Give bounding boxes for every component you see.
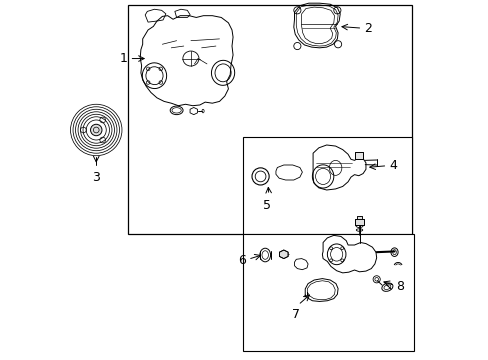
Bar (242, 137, 411, 234)
Text: 4: 4 (388, 159, 396, 172)
Bar (354, 219, 363, 225)
Text: 3: 3 (92, 171, 100, 184)
Text: 5: 5 (263, 199, 271, 212)
Bar (354, 152, 363, 158)
Circle shape (90, 124, 102, 136)
Bar (356, 216, 362, 219)
Bar (242, 234, 413, 351)
Bar (354, 219, 363, 225)
Bar (128, 5, 411, 234)
Bar (354, 152, 363, 158)
Text: 2: 2 (364, 22, 371, 35)
Text: 7: 7 (292, 307, 300, 320)
Text: 8: 8 (395, 280, 404, 293)
Text: 6: 6 (238, 254, 246, 267)
Text: 1: 1 (119, 52, 127, 65)
Bar (356, 216, 362, 219)
Polygon shape (279, 250, 287, 258)
